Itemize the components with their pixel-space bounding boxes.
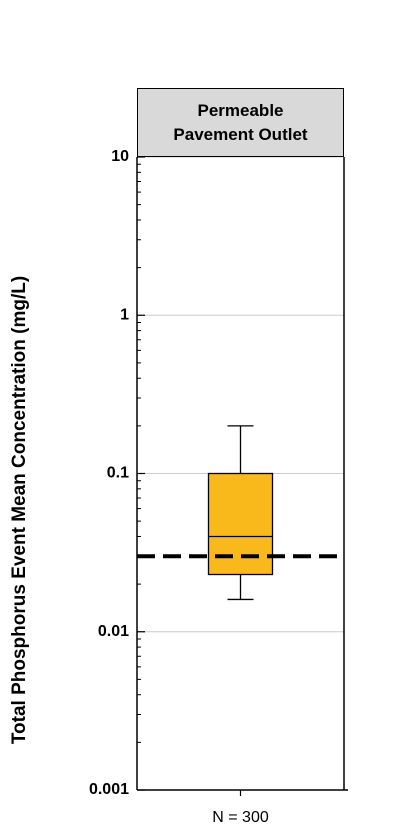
y-tick-label: 1	[120, 306, 129, 323]
y-tick-label: 0.01	[98, 623, 129, 640]
y-axis-label: Total Phosphorus Event Mean Concentratio…	[9, 276, 30, 744]
y-tick-label: 0.001	[89, 781, 129, 798]
y-tick-label: 0.1	[107, 465, 129, 482]
panel-header: Permeable Pavement Outlet	[137, 88, 344, 157]
y-tick-label: 10	[111, 148, 129, 165]
panel-title: Permeable Pavement Outlet	[173, 100, 308, 144]
box	[207, 472, 274, 576]
x-tick-label: N = 300	[212, 809, 269, 826]
